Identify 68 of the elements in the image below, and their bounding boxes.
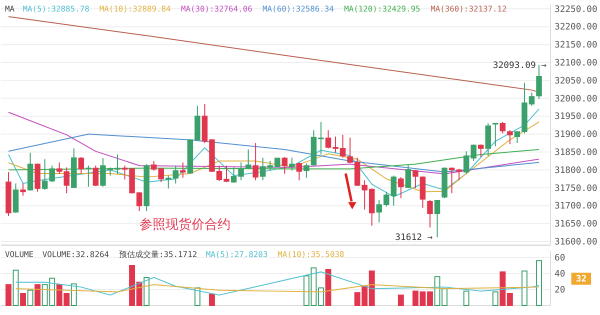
annotation: MA [4, 4, 15, 14]
line-series [15, 284, 540, 292]
text: MA(60):32586.34 [262, 4, 334, 14]
y-tick-label: 20 [554, 285, 566, 296]
bar [398, 294, 404, 306]
y-tick-label: 31850.00 [554, 148, 598, 158]
text: MA(360):32137.12 [430, 4, 508, 14]
y-tick-label: 31800.00 [554, 166, 598, 176]
text: MA(30):32764.06 [180, 4, 253, 14]
candlestick [492, 122, 498, 147]
candlestick [412, 169, 418, 189]
candlestick [20, 183, 26, 196]
candlestick [78, 156, 84, 174]
candlestick [172, 165, 179, 184]
annotation: VOLUME [4, 250, 34, 259]
candlestick [12, 183, 19, 214]
y-tick-label: 31950.00 [554, 112, 598, 122]
candlestick [180, 162, 186, 178]
text: MA(5):27.8203 [206, 250, 268, 259]
candlestick [165, 175, 172, 190]
annotation: 预估成交量:35.1712 [119, 250, 198, 259]
bar [34, 284, 41, 306]
bar [209, 294, 215, 306]
candlestick [434, 199, 440, 238]
candlestick [398, 176, 404, 199]
text: 32 [576, 274, 587, 285]
y-tick-label: 32250.00 [554, 4, 598, 15]
candlestick [56, 162, 62, 174]
candlestick [245, 149, 252, 170]
candlestick [420, 176, 426, 208]
candlestick [485, 122, 491, 156]
text: MA(5):32885.78 [22, 4, 90, 14]
line-series [15, 271, 540, 296]
candlestick [405, 164, 412, 189]
annotation: VOLUME:32.8264 [42, 250, 110, 259]
candlestick [282, 156, 288, 174]
line-series [8, 112, 540, 174]
candlestick [86, 165, 92, 188]
y-tick-label: 32200.00 [554, 22, 598, 33]
y-tick-label: 32000.00 [554, 94, 598, 104]
y-tick-label: 31600.00 [554, 237, 598, 248]
candlestick [478, 144, 484, 158]
text: MA(10):32889.84 [99, 4, 172, 14]
text: MA(10):35.5038 [278, 250, 344, 259]
y-tick-label: 60 [554, 253, 566, 264]
candlestick [536, 64, 542, 100]
y-tick-label: 31650.00 [554, 220, 598, 230]
y-tick-label: 32150.00 [554, 40, 598, 51]
candlestick [289, 157, 295, 172]
candlestick [296, 162, 302, 181]
candlestick [427, 199, 433, 228]
line-series [8, 134, 540, 173]
annotation: 31612 → [395, 233, 434, 244]
y-tick-label: 31700.00 [554, 202, 598, 212]
y-tick-label: 32050.00 [554, 76, 598, 86]
y-tick-label: 40 [554, 269, 566, 280]
bar [6, 284, 12, 306]
text: MA(120):32429.95 [344, 4, 421, 14]
y-tick-label: 31750.00 [554, 184, 598, 194]
candlestick [64, 166, 70, 194]
annotation: 参照现货价合约 [140, 217, 231, 232]
y-tick-label: 32100.00 [554, 58, 598, 68]
y-tick-label: 31900.00 [554, 130, 598, 140]
candlestick [92, 165, 99, 187]
annotation: 32093.09 → [492, 60, 548, 71]
line-series [8, 149, 540, 170]
bar [20, 292, 26, 306]
candlestick [252, 142, 258, 181]
